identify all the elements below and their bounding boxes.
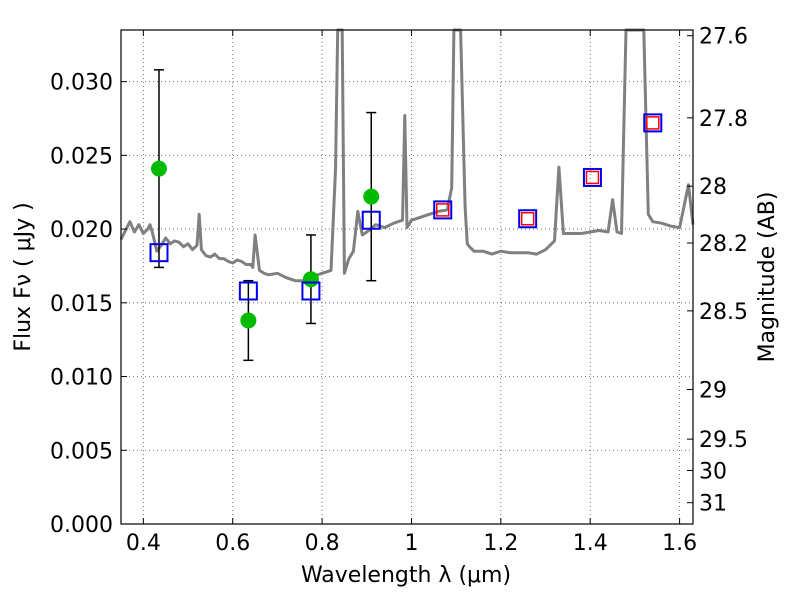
right-tick-label: 30 [699, 459, 727, 484]
y-axis-right-title: Magnitude (AB) [755, 192, 780, 363]
x-tick-label: 1.2 [483, 531, 518, 556]
inner-red-square [585, 170, 600, 185]
x-tick-label: 0.6 [215, 531, 250, 556]
model-band-square [301, 281, 321, 301]
observed-point [240, 312, 257, 329]
model-band-square [361, 210, 381, 230]
y-tick-label: 0.000 [50, 513, 113, 538]
y-axis-title: Flux Fν ( μJy ) [11, 202, 36, 351]
inner-red-square [436, 203, 450, 217]
y-tick-label: 0.020 [50, 218, 113, 243]
model-band-square [518, 209, 538, 229]
y-tick-label: 0.010 [50, 366, 113, 391]
x-axis-title: Wavelength λ (μm) [301, 563, 511, 588]
model-band-square [433, 200, 453, 220]
model-spectrum-line [119, 28, 695, 283]
right-tick-label: 27.6 [699, 25, 748, 50]
right-tick-label: 28.2 [699, 232, 748, 257]
right-tick-label: 29 [699, 379, 727, 404]
right-tick-label: 28.5 [699, 300, 748, 325]
plot-frame [120, 29, 694, 525]
spectrum-layer [119, 28, 695, 283]
model-band-square [149, 243, 169, 263]
right-tick-label: 31 [699, 492, 727, 517]
x-tick-label: 1 [404, 531, 418, 556]
observed-point [302, 271, 319, 288]
model-band-square [643, 113, 663, 133]
y-tick-label: 0.030 [50, 71, 113, 96]
right-tick-label: 28 [699, 175, 727, 200]
x-tick-label: 0.8 [305, 531, 340, 556]
ticks-layer: 0.4 0.6 0.8 1 1.2 1.4 1.6 0.000 0.005 0.010 0.015 0… [50, 25, 748, 556]
grid-lines [121, 30, 693, 525]
y-tick-label: 0.005 [50, 439, 113, 464]
inner-red-square [520, 212, 535, 226]
right-tick-label: 27.8 [699, 107, 748, 132]
model-band-layer [149, 113, 663, 301]
y-tick-label: 0.025 [50, 144, 113, 169]
x-tick-label: 1.6 [662, 531, 697, 556]
inner-red-square [646, 116, 660, 130]
model-band-square [238, 281, 258, 301]
model-band-square [582, 167, 602, 187]
x-tick-label: 0.4 [126, 531, 161, 556]
x-tick-label: 1.4 [573, 531, 608, 556]
observed-point [363, 188, 380, 205]
observed-point [150, 160, 167, 177]
right-tick-label: 29.5 [699, 428, 748, 453]
y-tick-label: 0.015 [50, 292, 113, 317]
